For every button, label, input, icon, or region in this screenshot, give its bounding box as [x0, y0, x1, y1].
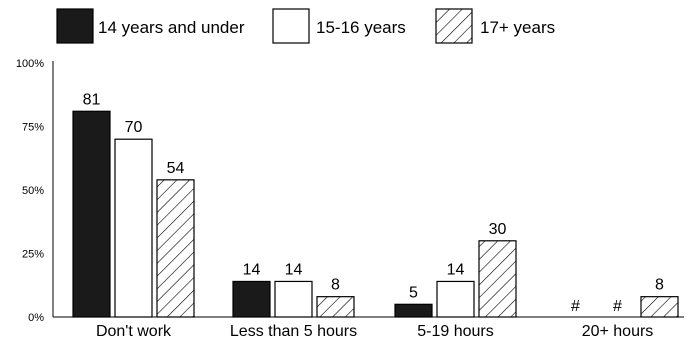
data-label-suppressed: # — [613, 298, 622, 315]
bar — [478, 240, 517, 318]
bar — [394, 303, 433, 318]
y-tick-label: 0% — [28, 312, 44, 324]
bar — [436, 280, 475, 318]
data-label: 14 — [447, 261, 465, 278]
data-label: 14 — [243, 261, 261, 278]
data-label: 30 — [489, 221, 507, 238]
data-label: 5 — [409, 284, 418, 301]
bar — [316, 296, 355, 318]
bar — [640, 296, 679, 318]
legend-swatch-1 — [56, 8, 94, 44]
y-tick-label: 100% — [16, 58, 44, 70]
legend-label-3: 17+ years — [480, 18, 555, 37]
chart-legend: 14 years and under 15-16 years 17+ years — [56, 8, 555, 44]
x-category-label: Don't work — [96, 323, 172, 340]
legend-swatch-3 — [435, 8, 473, 44]
x-category-label: Less than 5 hours — [230, 323, 357, 340]
bar — [72, 110, 111, 318]
y-tick-label: 75% — [22, 122, 44, 134]
bar — [232, 280, 271, 318]
x-axis: Don't work Less than 5 hours 5-19 hours 20+… — [53, 316, 684, 340]
y-axis: 0% 25% 50% 75% 100% — [16, 58, 54, 324]
legend-label-2: 15-16 years — [316, 18, 406, 37]
y-tick-label: 25% — [22, 249, 44, 261]
data-label: 54 — [167, 160, 185, 177]
bar — [114, 138, 153, 318]
data-label: 14 — [285, 261, 303, 278]
data-label-suppressed: # — [571, 298, 580, 315]
data-label: 81 — [83, 91, 101, 108]
bar — [156, 179, 195, 318]
data-label: 8 — [331, 277, 340, 294]
data-label: 70 — [125, 119, 143, 136]
x-category-label: 5-19 hours — [417, 323, 494, 340]
x-category-label: 20+ hours — [582, 323, 654, 340]
data-label: 8 — [655, 277, 664, 294]
y-tick-label: 50% — [22, 185, 44, 197]
bars: 81 70 54 14 14 8 5 14 30 # #8 — [72, 91, 679, 318]
legend-swatch-2 — [272, 8, 310, 44]
bar — [274, 280, 313, 318]
legend-label-1: 14 years and under — [98, 18, 245, 37]
